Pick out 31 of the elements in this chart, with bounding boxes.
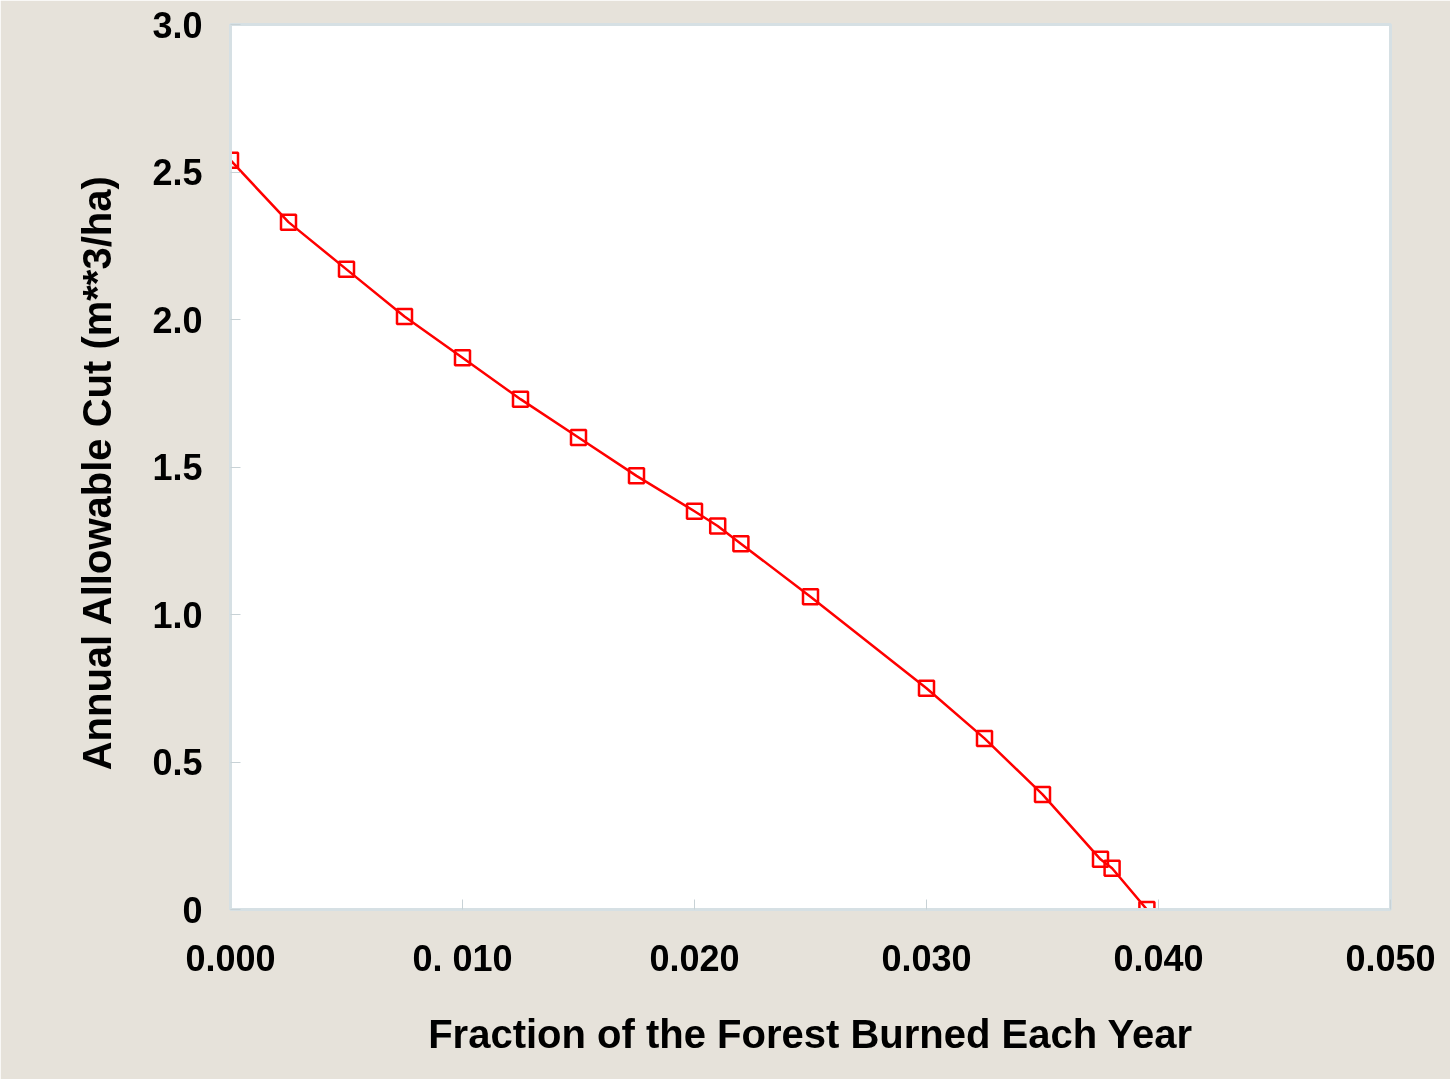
x-tick-label: 0. 010: [412, 937, 513, 979]
x-tick-label: 0.040: [1113, 937, 1204, 979]
point: [453, 349, 472, 367]
y-tick-label: 2.0: [152, 299, 203, 341]
y-tick-label: 0: [182, 889, 203, 931]
point: [511, 390, 530, 408]
x-tick-label: 0.020: [649, 937, 740, 979]
point: [279, 213, 298, 231]
y-tick-label: 2.5: [152, 152, 203, 193]
point: [337, 260, 356, 279]
y-tick-label: 3.0: [152, 4, 203, 46]
point: [569, 428, 588, 447]
x-axis-title: Fraction of the Forest Burned Each Year: [428, 1011, 1193, 1056]
y-axis-title: Annual Allowable Cut (m**3/ha): [75, 176, 120, 771]
y-tick-label: 0.5: [152, 742, 203, 783]
point: [1033, 785, 1052, 804]
point: [975, 729, 994, 748]
point: [1103, 859, 1121, 877]
x-tick-label: 0.030: [881, 937, 972, 979]
point: [1091, 850, 1110, 869]
point: [395, 307, 414, 326]
y-tick-label: 1.5: [152, 447, 203, 488]
y-tick-label: 1.0: [152, 594, 203, 636]
x-tick-label: 0.000: [185, 937, 276, 979]
point: [708, 517, 727, 535]
point: [627, 467, 646, 485]
point: [732, 534, 750, 553]
point: [685, 502, 704, 520]
x-tick-label: 0.050: [1345, 937, 1436, 979]
point: [917, 679, 936, 697]
point: [801, 588, 820, 606]
